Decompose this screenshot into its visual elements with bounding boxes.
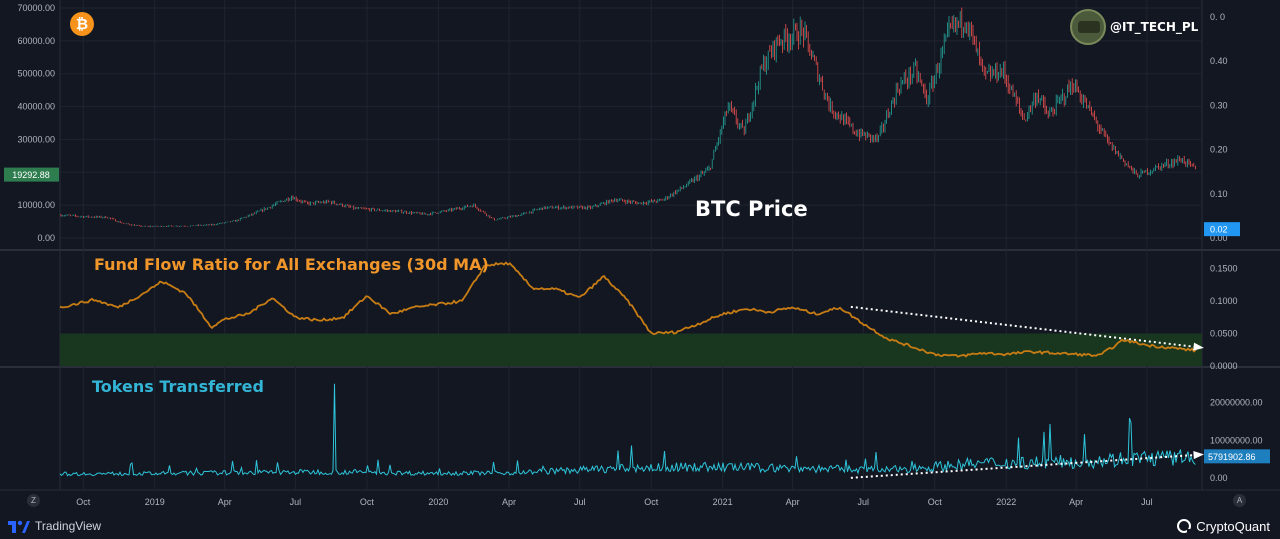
tokens-tick-label: 20000000.00	[1210, 398, 1263, 408]
x-tick-label: 2022	[996, 497, 1016, 507]
price-tick-label: 0.00	[37, 233, 55, 243]
last-price-label: 19292.88	[12, 170, 50, 180]
x-tick-label: Oct	[644, 497, 659, 507]
x-tick-label: Apr	[786, 497, 800, 507]
fund-tick-label: 0.1500	[1210, 264, 1238, 274]
tokens-title: Tokens Transferred	[92, 377, 264, 396]
x-tick-label: 2021	[713, 497, 733, 507]
ratio-tick-label: 0.40	[1210, 56, 1228, 66]
price-tick-label: 60000.00	[17, 36, 55, 46]
tokens-line	[59, 383, 1196, 477]
price-tick-label: 10000.00	[17, 200, 55, 210]
last-price-badge	[4, 167, 59, 182]
low-ratio-zone	[60, 333, 1202, 366]
tokens-value-label: 5791902.86	[1208, 452, 1256, 462]
price-tick-label: 40000.00	[17, 102, 55, 112]
right-value-badge	[1204, 222, 1240, 237]
x-tick-label: Jul	[1141, 497, 1153, 507]
x-tick-label: Apr	[218, 497, 232, 507]
footer-bar: TradingView CryptoQuant	[0, 513, 1280, 539]
price-pane	[0, 0, 1280, 249]
tradingview-icon	[8, 520, 30, 533]
fund-flow-title: Fund Flow Ratio for All Exchanges (30d M…	[94, 255, 489, 274]
x-tick-label: 2019	[145, 497, 165, 507]
ratio-tick-label: 0.00	[1210, 233, 1228, 243]
scale-button-auto[interactable]: A	[1233, 494, 1246, 507]
price-tick-label: 70000.00	[17, 3, 55, 13]
grid-layer	[60, 0, 1202, 490]
cryptoquant-logo[interactable]: CryptoQuant	[1177, 518, 1270, 534]
price-tick-label: 50000.00	[17, 69, 55, 79]
avatar	[1070, 9, 1106, 45]
x-tick-label: Oct	[928, 497, 943, 507]
tradingview-logo[interactable]: TradingView	[8, 518, 101, 534]
x-tick-label: Jul	[574, 497, 586, 507]
trend-annotations	[850, 305, 1204, 479]
right-value-label: 0.02	[1210, 225, 1228, 235]
ratio-tick-label: 0.30	[1210, 100, 1228, 110]
x-tick-label: Oct	[76, 497, 91, 507]
x-tick-label: Apr	[502, 497, 516, 507]
ratio-tick-label: 0.20	[1210, 145, 1228, 155]
axis-labels: Oct 2019 Apr Jul Oct 2020 Apr Jul Oct 2021 Apr Jul O…	[4, 3, 1270, 507]
bitcoin-icon: ₿	[70, 12, 94, 36]
tokens-tick-label: 10000000.00	[1210, 435, 1263, 445]
tradingview-label: TradingView	[35, 519, 102, 533]
chart-canvas: Oct 2019 Apr Jul Oct 2020 Apr Jul Oct 2021 Apr Jul O…	[0, 0, 1280, 507]
ratio-tick-label: 0. 0	[1210, 12, 1225, 22]
fund-flow-trend-arrow-head	[1193, 342, 1204, 351]
tokens-value-badge	[1204, 449, 1270, 464]
price-tick-label: 30000.00	[17, 134, 55, 144]
tokens-trend-arrow-head	[1193, 451, 1204, 460]
fund-flow-series	[59, 261, 1197, 358]
fund-tick-label: 0.0500	[1210, 329, 1238, 339]
twitter-handle: @IT_TECH_PL	[1110, 20, 1199, 34]
cryptoquant-label: CryptoQuant	[1196, 518, 1270, 534]
cryptoquant-icon	[1177, 519, 1193, 534]
x-tick-label: Oct	[360, 497, 375, 507]
x-tick-label: Apr	[1069, 497, 1083, 507]
price-series	[60, 7, 1196, 228]
fund-flow-trend-arrow	[850, 305, 1199, 349]
tokens-series	[59, 383, 1196, 477]
fund-tick-label: 0.0000	[1210, 361, 1238, 371]
btc-price-title: BTC Price	[695, 197, 808, 221]
x-tick-label: Jul	[290, 497, 302, 507]
ratio-tick-label: 0.10	[1210, 189, 1228, 199]
scale-button-left[interactable]: Z	[27, 494, 40, 507]
x-tick-label: 2020	[428, 497, 448, 507]
x-tick-label: Jul	[858, 497, 870, 507]
fund-flow-zone	[60, 333, 1202, 366]
tokens-tick-label: 0.00	[1210, 473, 1228, 483]
tokens-pane	[0, 368, 1280, 490]
twitter-watermark: @IT_TECH_PL	[1070, 8, 1198, 46]
fund-flow-line	[59, 261, 1197, 358]
fund-tick-label: 0.1000	[1210, 296, 1238, 306]
